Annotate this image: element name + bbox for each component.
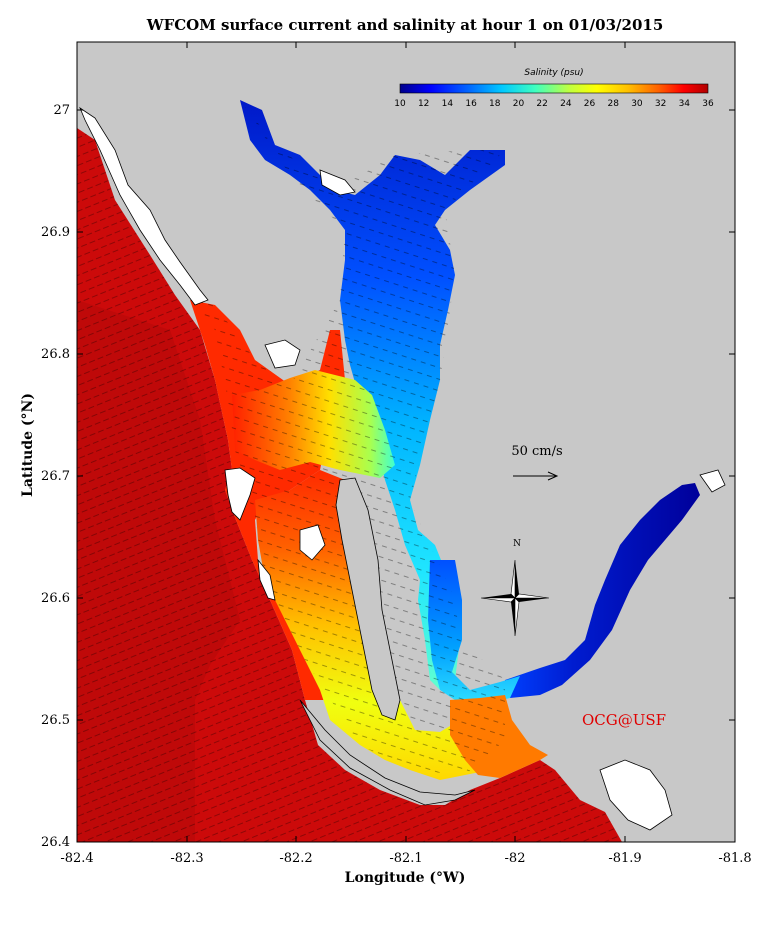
north-arrow: N — [480, 539, 550, 637]
colorbar-tick-label: 12 — [418, 99, 429, 109]
map-area — [77, 42, 735, 842]
x-tick-labels: -82.4 -82.3 -82.2 -82.1 -82 -81.9 -81.8 — [60, 851, 751, 866]
colorbar-tick-label: 24 — [560, 99, 572, 109]
colorbar-tick-label: 16 — [465, 99, 477, 109]
colorbar-tick-label: 26 — [584, 99, 596, 109]
x-tick-label: -82.2 — [279, 851, 312, 866]
colorbar-tick-label: 30 — [631, 99, 643, 109]
colorbar-tick-label: 32 — [655, 99, 666, 109]
island-cayo-costa — [224, 467, 256, 521]
estuary-current-vectors — [190, 100, 505, 775]
scale-arrow-label: 50 cm/s — [511, 444, 562, 459]
gulf-current-vectors — [77, 128, 622, 842]
x-axis-label: Longitude (°W) — [344, 870, 466, 886]
x-tick-label: -82.3 — [170, 851, 203, 866]
x-tick-label: -81.9 — [608, 851, 641, 866]
y-tick-label: 26.7 — [41, 469, 70, 484]
x-tick-label: -82.1 — [389, 851, 422, 866]
island-gasparilla — [79, 106, 209, 306]
y-tick-label: 26.4 — [41, 835, 70, 850]
colorbar-tick-label: 36 — [702, 99, 714, 109]
colorbar-tick-label: 10 — [394, 99, 406, 109]
island-sanibel — [299, 699, 476, 806]
colorbar-tick-label: 18 — [489, 99, 501, 109]
colorbar-tick-label: 22 — [536, 99, 547, 109]
island-small-right — [699, 469, 726, 493]
axis-ticks — [76, 42, 736, 843]
island-estuary-patch — [264, 339, 301, 369]
y-tick-labels: 26.4 26.5 26.6 26.7 26.8 26.9 27 — [41, 103, 70, 850]
colorbar-tick-label: 20 — [513, 99, 525, 109]
map-title: WFCOM surface current and salinity at ho… — [146, 16, 664, 34]
y-tick-label: 26.5 — [41, 713, 70, 728]
x-tick-label: -82 — [505, 851, 526, 866]
y-axis-label: Latitude (°N) — [20, 393, 36, 497]
north-arrow-label: N — [513, 539, 521, 549]
y-tick-label: 26.8 — [41, 347, 70, 362]
colorbar-tick-label: 14 — [442, 99, 454, 109]
island-captiva — [257, 558, 276, 601]
colorbar-tick-label: 34 — [679, 99, 691, 109]
colorbar-ticks: 10 12 14 16 18 20 22 24 26 28 30 32 34 36 — [394, 99, 714, 109]
credit-label: OCG@USF — [582, 711, 666, 729]
colorbar-title: Salinity (psu) — [524, 68, 583, 78]
y-tick-label: 26.9 — [41, 225, 70, 240]
island-mainland-patches — [599, 759, 673, 831]
caloosahatchee-river — [505, 483, 700, 698]
colorbar-gradient — [399, 83, 709, 94]
island-pine-island — [335, 477, 401, 721]
island-myakka-patch — [319, 169, 356, 196]
scale-arrow: 50 cm/s — [511, 444, 563, 481]
island-sound-patch — [299, 524, 326, 561]
x-tick-label: -81.8 — [718, 851, 751, 866]
colorbar-tick-label: 28 — [608, 99, 620, 109]
y-tick-label: 26.6 — [41, 591, 70, 606]
y-tick-label: 27 — [53, 103, 70, 118]
colorbar: Salinity (psu) 10 12 14 16 18 20 22 24 26 28 30 32 3… — [394, 68, 714, 109]
x-tick-label: -82.4 — [60, 851, 93, 866]
